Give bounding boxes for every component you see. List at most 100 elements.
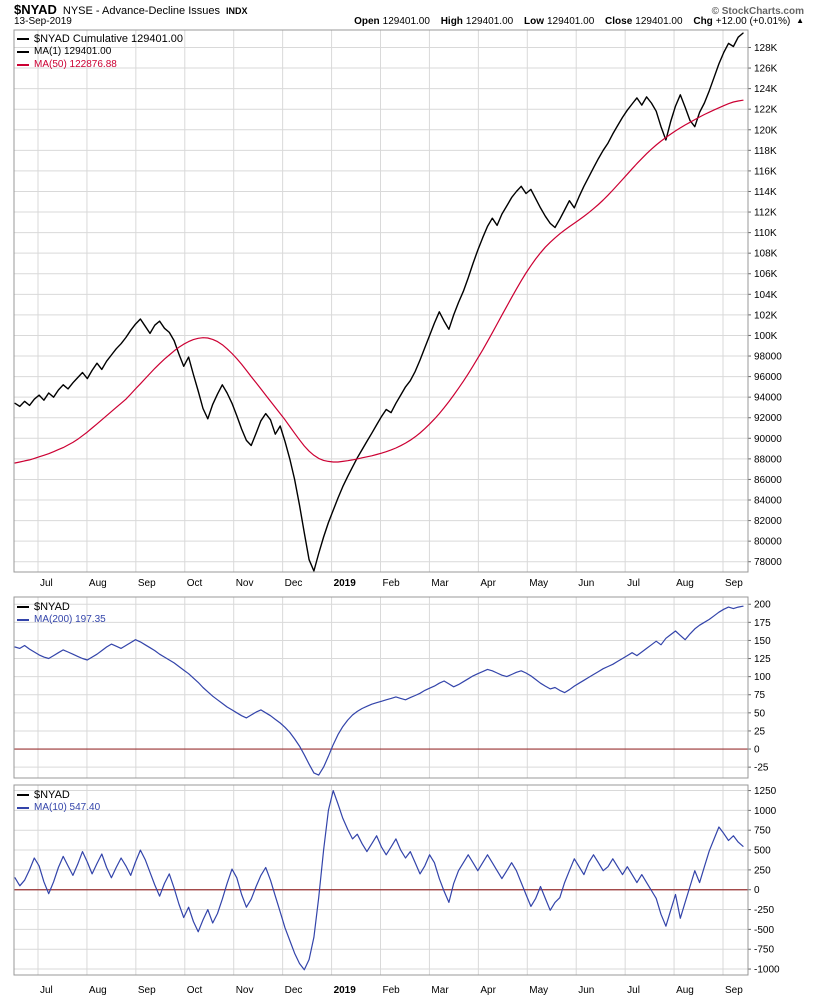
- x-axis-label: Mar: [431, 578, 449, 589]
- y-axis-label: 100K: [754, 331, 778, 342]
- legend-item: $NYAD: [17, 788, 100, 801]
- legend-label: $NYAD Cumulative 129401.00: [34, 32, 183, 45]
- y-axis-label: 0: [754, 885, 760, 896]
- y-axis-label: 128K: [754, 43, 778, 54]
- y-axis-label: 750: [754, 826, 771, 837]
- legend-item: MA(200) 197.35: [17, 613, 106, 626]
- cumulative-price-chart: Jul Aug Sep Oct Nov Dec 2019 Feb Mar Apr May Jun Jul…: [13, 29, 782, 589]
- y-axis-label: 118K: [754, 146, 777, 157]
- y-axis-label: 86000: [754, 475, 782, 486]
- legend-line-swatch: [17, 50, 29, 53]
- change-label: Chg: [693, 16, 713, 27]
- x-axis-label: Nov: [236, 578, 254, 589]
- y-axis-label: 122K: [754, 105, 778, 116]
- change-value: +12.00 (+0.01%): [715, 16, 791, 27]
- y-axis-label: 150: [754, 636, 771, 647]
- x-axis-label: Jul: [627, 578, 640, 589]
- y-axis-label: 25: [754, 726, 766, 737]
- y-axis-label: 500: [754, 846, 771, 857]
- y-axis-label: 50: [754, 708, 766, 719]
- x-axis-label: Jul: [40, 985, 53, 996]
- y-axis-label: 200: [754, 600, 771, 611]
- y-axis-label: 126K: [754, 64, 778, 75]
- exchange-tag: INDX: [226, 6, 248, 16]
- low-label: Low: [523, 16, 544, 27]
- x-axis-label: Nov: [236, 985, 254, 996]
- low-value: 129401.00: [546, 16, 595, 27]
- legend-line-swatch: [17, 618, 29, 621]
- x-axis-label: Aug: [676, 578, 694, 589]
- y-axis-label: 75: [754, 690, 766, 701]
- x-axis-label: Dec: [285, 578, 303, 589]
- y-axis-label: 1250: [754, 786, 777, 797]
- ma10-chart-legend: $NYAD MA(10) 547.40: [17, 788, 100, 814]
- y-axis-label: 94000: [754, 393, 782, 404]
- open-label: Open: [354, 16, 380, 27]
- legend-line-swatch: [17, 793, 29, 796]
- y-axis-label: 78000: [754, 557, 782, 568]
- y-axis-label: 108K: [754, 249, 778, 260]
- legend-label: MA(200) 197.35: [34, 614, 106, 625]
- y-axis-label: 116K: [754, 166, 777, 177]
- open-value: 129401.00: [382, 16, 430, 27]
- x-axis-label: Aug: [676, 985, 694, 996]
- x-axis-label: Oct: [187, 985, 203, 996]
- x-axis-label: 2019: [334, 578, 357, 589]
- x-axis-label: Jun: [578, 578, 594, 589]
- x-axis-label: Oct: [187, 578, 203, 589]
- legend-item: $NYAD: [17, 600, 106, 613]
- symbol: $NYAD: [14, 2, 57, 17]
- y-axis-label: 90000: [754, 434, 782, 445]
- chart-header: $NYAD NYSE - Advance-Decline Issues INDX…: [0, 0, 820, 28]
- y-axis-label: 110K: [754, 228, 777, 239]
- legend-item: MA(1) 129401.00: [17, 45, 183, 58]
- x-axis-label: Jun: [578, 985, 594, 996]
- symbol-name: NYSE - Advance-Decline Issues: [62, 5, 221, 17]
- x-axis-label: Sep: [725, 578, 743, 589]
- y-axis-label: 0: [754, 745, 760, 756]
- series-line: [14, 32, 744, 572]
- legend-label: MA(10) 547.40: [34, 802, 101, 813]
- close-value: 129401.00: [635, 16, 683, 27]
- quote-row: 13-Sep-2019 Open 129401.00 High 129401.00 …: [14, 16, 804, 27]
- legend-line-swatch: [17, 605, 29, 608]
- y-axis-label: 92000: [754, 413, 782, 424]
- legend-line-swatch: [17, 806, 29, 809]
- legend-label: MA(50) 122876.88: [34, 59, 117, 70]
- y-axis-label: 104K: [754, 290, 778, 301]
- high-label: High: [440, 16, 463, 27]
- x-axis-label: Jul: [40, 578, 53, 589]
- x-axis-label: 2019: [334, 985, 357, 996]
- series-line: [14, 790, 744, 971]
- y-axis-label: 175: [754, 618, 771, 629]
- legend-line-swatch: [17, 63, 29, 66]
- legend-item: $NYAD Cumulative 129401.00: [17, 32, 183, 45]
- y-axis-label: -250: [754, 905, 774, 916]
- x-axis-label: May: [529, 578, 548, 589]
- x-axis-label: Sep: [725, 985, 743, 996]
- x-axis-label: Feb: [383, 578, 401, 589]
- quote-bar: Open 129401.00 High 129401.00 Low 129401.00…: [354, 16, 804, 27]
- y-axis-label: 120K: [754, 125, 778, 136]
- y-axis-label: 100: [754, 672, 771, 683]
- x-axis-label: Mar: [431, 985, 449, 996]
- x-axis-label: Apr: [480, 985, 496, 996]
- legend-line-swatch: [17, 37, 29, 40]
- legend-label: MA(1) 129401.00: [34, 46, 112, 57]
- y-axis-label: -1000: [754, 965, 780, 976]
- y-axis-label: -500: [754, 925, 774, 936]
- y-axis-label: 112K: [754, 208, 777, 219]
- x-axis-label: Sep: [138, 578, 156, 589]
- chart-date: 13-Sep-2019: [14, 16, 72, 27]
- y-axis-label: 80000: [754, 537, 782, 548]
- legend-label: $NYAD: [34, 600, 70, 613]
- legend-item: MA(10) 547.40: [17, 801, 100, 814]
- high-value: 129401.00: [465, 16, 514, 27]
- y-axis-label: 102K: [754, 310, 778, 321]
- legend-label: $NYAD: [34, 788, 70, 801]
- y-axis-label: 82000: [754, 516, 782, 527]
- series-line: [14, 99, 744, 464]
- x-axis-label: Dec: [285, 985, 303, 996]
- y-axis-label: 84000: [754, 496, 782, 507]
